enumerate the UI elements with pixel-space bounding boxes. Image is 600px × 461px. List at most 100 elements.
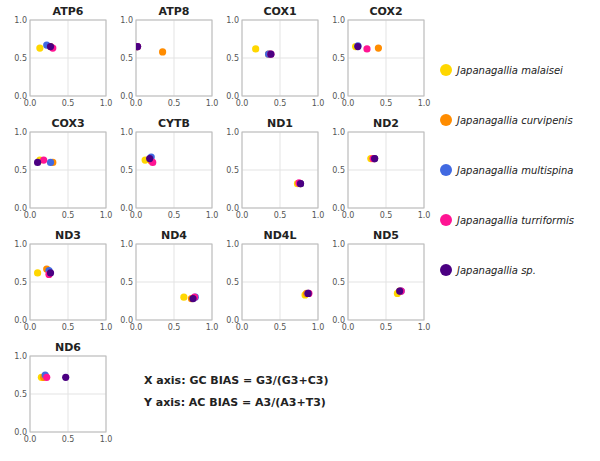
scatter-point: Japanagallia malaisei <box>252 45 259 52</box>
tick-label: 0.0 <box>226 204 239 213</box>
scatter-point: Japanagallia curvipenis <box>375 45 382 52</box>
legend-marker <box>440 64 452 76</box>
subplot: 0.00.51.00.00.51.0CYTBJapanagallia malai… <box>120 117 218 220</box>
tick-label: 0.5 <box>14 54 27 63</box>
legend-marker <box>440 164 452 176</box>
scatter-point: Japanagallia multispina <box>136 43 141 50</box>
scatter-point: Japanagallia curvipenis <box>371 155 378 162</box>
plot-frame <box>242 244 318 320</box>
tick-label: 1.0 <box>100 435 113 444</box>
subplot: 0.00.51.00.00.51.0ND5Japanagallia malais… <box>332 229 430 332</box>
plot-background <box>136 132 212 208</box>
legend-marker <box>440 214 452 226</box>
plot-background <box>30 20 106 96</box>
tick-label: 1.0 <box>332 128 345 137</box>
points: Japanagallia malaiseiJapanagallia curvip… <box>136 43 166 56</box>
scatter-point: Japanagallia sp. <box>189 295 196 302</box>
tick-label: 0.0 <box>226 316 239 325</box>
plot-background <box>136 20 212 96</box>
plot-background <box>242 244 318 320</box>
tick-label: 0.0 <box>120 204 133 213</box>
tick-label: 0.5 <box>62 323 75 332</box>
legend-label: Japanagallia turriformis <box>455 215 574 226</box>
scatter-point: Japanagallia curvipenis <box>47 43 54 50</box>
plot-background <box>348 20 424 96</box>
tick-label: 0.0 <box>226 92 239 101</box>
scatter-point: Japanagallia sp. <box>47 43 54 50</box>
tick-label: 0.5 <box>120 166 133 175</box>
scatter-point: Japanagallia malaisei <box>36 45 43 52</box>
plot-background <box>30 356 106 432</box>
subplot-title: COX2 <box>369 5 402 18</box>
scatter-point: Japanagallia sp. <box>267 51 274 58</box>
tick-label: 0.0 <box>332 316 345 325</box>
tick-label: 1.0 <box>312 211 325 220</box>
annotation: Y axis: AC BIAS = A3/(A3+T3) <box>143 396 326 409</box>
subplot-title: ND5 <box>373 229 399 242</box>
tick-label: 0.0 <box>120 92 133 101</box>
plot-background <box>242 20 318 96</box>
scatter-point: Japanagallia sp. <box>297 180 304 187</box>
scatter-point: Japanagallia curvipenis <box>297 180 304 187</box>
subplot-title: COX1 <box>263 5 296 18</box>
tick-label: 0.5 <box>120 54 133 63</box>
tick-label: 1.0 <box>206 211 219 220</box>
grid-line <box>348 58 424 59</box>
grid-line <box>348 282 424 283</box>
plot-background <box>136 244 212 320</box>
points: Japanagallia malaiseiJapanagallia curvip… <box>34 265 54 278</box>
tick-label: 0.5 <box>226 166 239 175</box>
points: Japanagallia malaiseiJapanagallia curvip… <box>352 42 382 52</box>
grid-line <box>136 282 212 283</box>
subplot: 0.00.51.00.00.51.0COX1Japanagallia malai… <box>226 5 324 108</box>
scatter-point: Japanagallia turriformis <box>43 374 50 381</box>
scatter-point: Japanagallia sp. <box>146 155 153 162</box>
plot-frame <box>348 244 424 320</box>
annotation: X axis: GC BIAS = G3/(G3+C3) <box>144 374 328 387</box>
points: Japanagallia malaiseiJapanagallia curvip… <box>252 45 274 58</box>
scatter-point: Japanagallia multispina <box>47 159 54 166</box>
legend-marker <box>440 264 452 276</box>
subplot: 0.00.51.00.00.51.0ATP6Japanagallia malai… <box>14 5 112 108</box>
grid-line <box>348 170 424 171</box>
legend: Japanagallia malaiseiJapanagallia curvip… <box>440 64 574 276</box>
tick-label: 0.5 <box>274 99 287 108</box>
tick-label: 1.0 <box>312 99 325 108</box>
tick-label: 0.5 <box>62 435 75 444</box>
points: Japanagallia malaiseiJapanagallia curvip… <box>38 371 70 380</box>
tick-label: 0.5 <box>380 99 393 108</box>
grid-line <box>30 394 106 395</box>
plot-frame <box>348 132 424 208</box>
subplot-title: COX3 <box>51 117 84 130</box>
tick-label: 0.5 <box>14 166 27 175</box>
plot-frame <box>30 244 106 320</box>
tick-label: 1.0 <box>14 128 27 137</box>
tick-label: 0.0 <box>332 92 345 101</box>
tick-label: 0.5 <box>226 54 239 63</box>
subplot: 0.00.51.00.00.51.0ND3Japanagallia malais… <box>14 229 112 332</box>
plot-frame <box>242 20 318 96</box>
grid-line <box>242 282 318 283</box>
tick-label: 0.5 <box>14 390 27 399</box>
grid-line <box>242 170 318 171</box>
subplot: 0.00.51.00.00.51.0COX2Japanagallia malai… <box>332 5 430 108</box>
subplot: 0.00.51.00.00.51.0ND1Japanagallia malais… <box>226 117 324 220</box>
tick-label: 1.0 <box>418 323 431 332</box>
legend-label: Japanagallia malaisei <box>455 65 563 76</box>
tick-label: 0.0 <box>14 428 27 437</box>
plot-frame <box>136 244 212 320</box>
subplot: 0.00.51.00.00.51.0ND4Japanagallia malais… <box>120 229 218 332</box>
plot-background <box>30 244 106 320</box>
scatter-point: Japanagallia multispina <box>354 42 361 49</box>
tick-label: 0.5 <box>226 278 239 287</box>
points: Japanagallia malaiseiJapanagallia curvip… <box>142 153 157 166</box>
plot-frame <box>348 20 424 96</box>
points: Japanagallia malaiseiJapanagallia curvip… <box>180 294 199 303</box>
scatter-point: Japanagallia turriformis <box>305 290 312 297</box>
tick-label: 1.0 <box>332 16 345 25</box>
scatter-point: Japanagallia multispina <box>305 290 312 297</box>
tick-label: 1.0 <box>418 99 431 108</box>
scatter-point: Japanagallia curvipenis <box>396 288 403 295</box>
plot-frame <box>30 356 106 432</box>
scatter-point: Japanagallia sp. <box>47 269 54 276</box>
